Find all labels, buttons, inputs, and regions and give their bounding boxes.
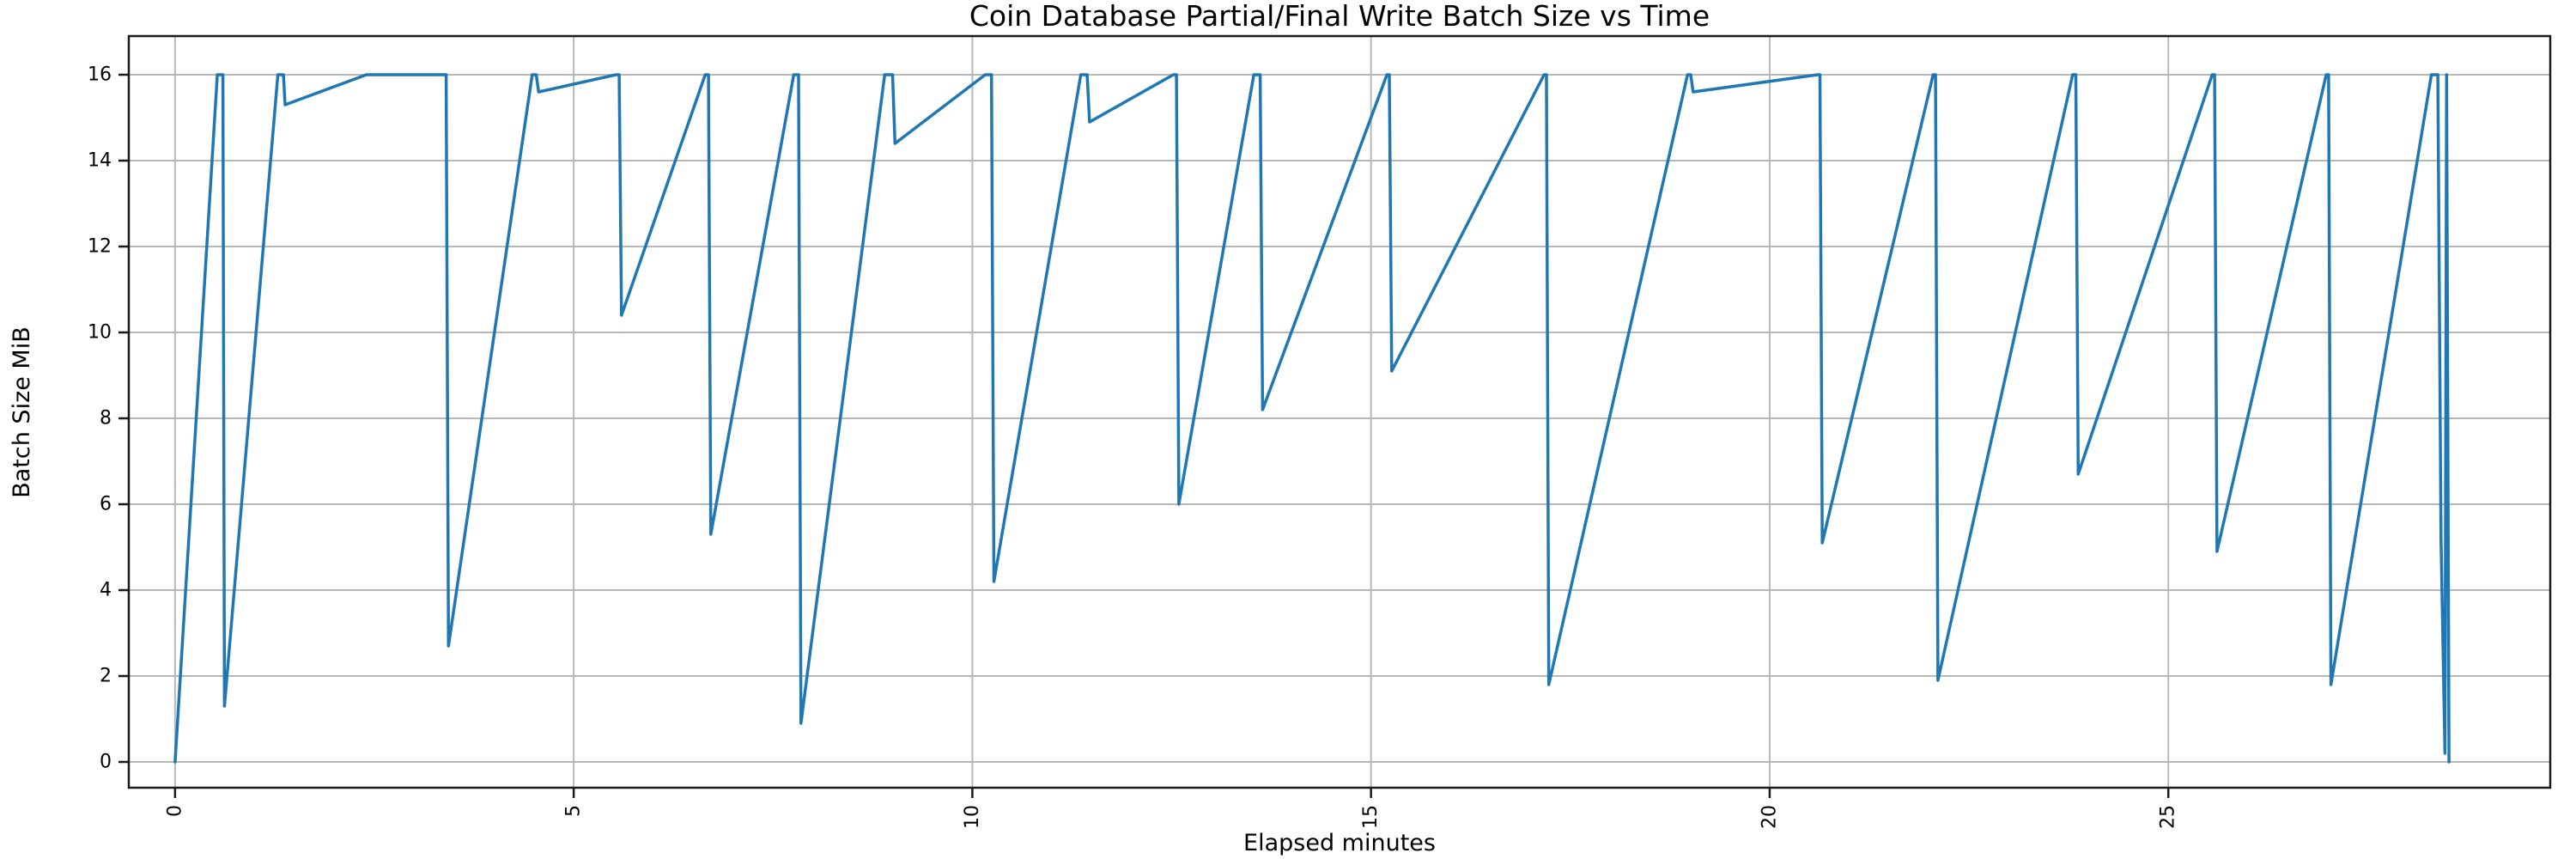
y-tick-label: 2 (100, 666, 112, 687)
x-tick-label: 25 (2158, 805, 2179, 829)
y-tick-label: 10 (88, 322, 112, 344)
y-tick-label: 12 (88, 236, 112, 258)
y-tick-labels: 0 2 4 6 8 10 12 14 16 (88, 64, 112, 773)
x-axis-label: Elapsed minutes (1243, 830, 1436, 856)
plot-box (127, 34, 2552, 789)
y-tick-label: 4 (100, 580, 112, 601)
y-tick-label: 14 (88, 150, 112, 172)
data-series (173, 73, 2451, 764)
x-tick-label: 0 (164, 805, 185, 817)
y-tick-label: 0 (100, 752, 112, 773)
y-tick-label: 16 (88, 64, 112, 86)
y-axis-label: Batch Size MiB (9, 326, 35, 498)
y-tick-label: 8 (100, 408, 112, 430)
plot-border (127, 34, 2552, 789)
x-tick-label: 20 (1759, 805, 1780, 829)
grid-lines (129, 36, 2550, 788)
axis-ticks (118, 73, 2170, 798)
x-tick-label: 5 (563, 805, 585, 817)
x-tick-labels: 0 5 10 15 20 25 (164, 805, 2178, 829)
x-tick-label: 10 (962, 805, 983, 829)
x-tick-label: 15 (1360, 805, 1382, 829)
series-line-batch-size-mib (173, 73, 2451, 764)
y-tick-label: 6 (100, 494, 112, 515)
chart-title: Coin Database Partial/Final Write Batch … (969, 0, 1710, 33)
